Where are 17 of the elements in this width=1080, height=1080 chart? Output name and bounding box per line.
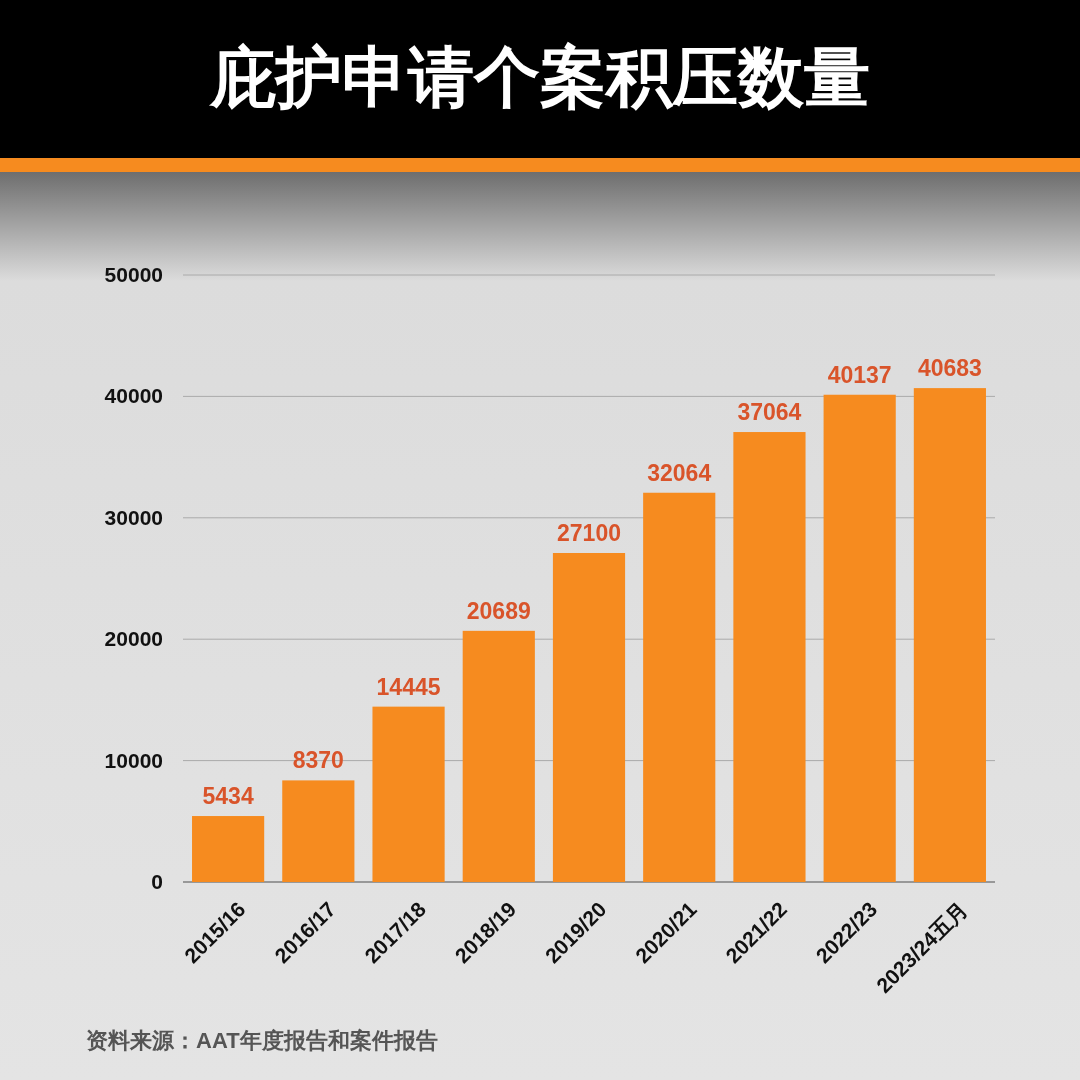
title: 庇护申请个案积压数量 bbox=[210, 40, 870, 114]
data-label: 8370 bbox=[292, 747, 344, 774]
data-label: 20689 bbox=[466, 597, 531, 624]
annotation: 资料来源：AAT年度报告和案件报告 bbox=[86, 1028, 438, 1053]
data-label: 40683 bbox=[917, 355, 982, 382]
data-label: 37064 bbox=[737, 399, 802, 426]
ytick: 20000 bbox=[104, 627, 163, 651]
data-label: 5434 bbox=[202, 783, 254, 810]
ytick: 50000 bbox=[104, 263, 163, 286]
data-label: 14445 bbox=[376, 673, 441, 700]
ytick: 30000 bbox=[104, 505, 163, 529]
ytick: 10000 bbox=[104, 748, 163, 772]
data-label: 27100 bbox=[557, 520, 621, 546]
data-label: 32064 bbox=[647, 459, 712, 486]
data-label: 40137 bbox=[827, 361, 892, 388]
ytick: 40000 bbox=[104, 384, 163, 408]
ytick: 0 bbox=[151, 870, 163, 893]
